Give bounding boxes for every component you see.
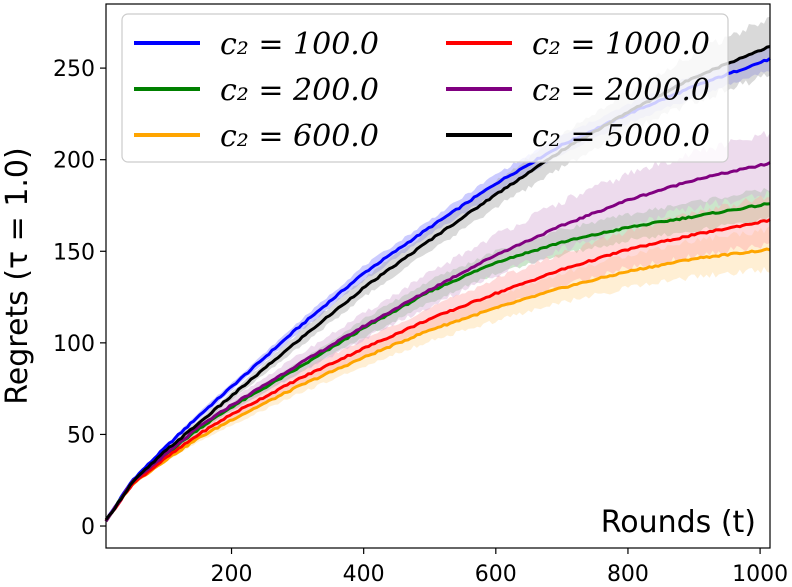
series-band — [106, 130, 770, 523]
x-tick-label: 600 — [475, 562, 517, 587]
x-tick-label: 200 — [211, 562, 253, 587]
y-tick-label: 150 — [53, 240, 95, 265]
series-line — [104, 161, 771, 523]
series-line — [104, 202, 771, 523]
legend-label: c₂ = 5000.0 — [532, 119, 710, 154]
x-tick-label: 800 — [607, 562, 649, 587]
series-band — [106, 225, 770, 523]
legend-label: c₂ = 1000.0 — [532, 27, 710, 62]
legend-label: c₂ = 100.0 — [220, 27, 379, 62]
plot-frame — [105, 3, 771, 549]
legend: c₂ = 100.0 c₂ = 200.0 c₂ = 600.0 c₂ = 1000.… — [121, 13, 729, 163]
legend-label: c₂ = 600.0 — [220, 119, 379, 154]
y-tick-label: 250 — [53, 57, 95, 82]
legend-box — [121, 13, 729, 163]
y-axis-label: Regrets (τ = 1.0) — [0, 147, 35, 404]
series-band — [106, 195, 770, 523]
series-line — [104, 247, 771, 522]
y-tick-label: 200 — [53, 149, 95, 174]
x-tick-label: 400 — [343, 562, 385, 587]
x-axis-ticks: 200 400 600 800 1000 — [211, 548, 788, 587]
y-tick-label: 0 — [81, 515, 95, 540]
y-tick-label: 50 — [67, 423, 95, 448]
series-line — [104, 218, 771, 522]
x-tick-label: 1000 — [732, 562, 788, 587]
y-axis-ticks: 0 50 100 150 200 250 — [53, 57, 106, 540]
legend-label: c₂ = 2000.0 — [532, 73, 710, 108]
x-axis-label: Rounds (t) — [601, 505, 756, 540]
series-band — [106, 187, 770, 523]
y-tick-label: 100 — [53, 332, 95, 357]
legend-label: c₂ = 200.0 — [220, 73, 379, 108]
